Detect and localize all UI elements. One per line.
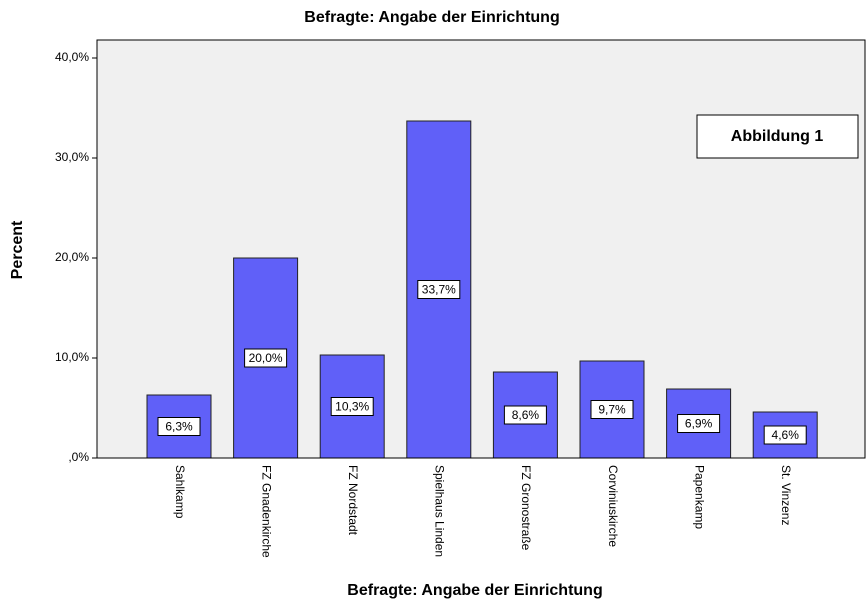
value-label: 9,7%	[598, 403, 626, 417]
value-label-box	[590, 400, 634, 419]
y-tick-label: 30,0%	[55, 150, 89, 164]
value-label: 8,6%	[512, 408, 540, 422]
x-tick-label: FZ Nordstadt	[346, 465, 360, 536]
x-tick-label: Corviniuskirche	[606, 465, 620, 547]
value-label: 4,6%	[772, 428, 800, 442]
y-tick-label: ,0%	[68, 450, 89, 464]
value-label: 33,7%	[422, 283, 456, 297]
x-tick-label: Spielhaus Linden	[433, 465, 447, 557]
y-tick-label: 20,0%	[55, 250, 89, 264]
value-label-box	[677, 414, 721, 433]
value-label-box	[503, 405, 547, 425]
value-label: 10,3%	[335, 400, 369, 414]
x-tick-label: Papenkamp	[692, 465, 706, 529]
plot-area	[96, 39, 866, 459]
x-tick-label: FZ Gnadenkirche	[259, 465, 273, 558]
annotation-box	[696, 114, 859, 159]
chart-title: Befragte: Angabe der Einrichtung	[304, 9, 559, 26]
value-label: 6,3%	[165, 420, 193, 434]
x-tick-label: FZ Gronostraße	[519, 465, 533, 551]
x-axis-title: Befragte: Angabe der Einrichtung	[347, 582, 602, 599]
value-label-box	[330, 397, 374, 416]
annotation: Abbildung 1	[731, 128, 824, 145]
x-tick-label: Sahlkamp	[173, 465, 187, 519]
value-label: 6,9%	[685, 417, 713, 431]
y-tick-label: 40,0%	[55, 50, 89, 64]
value-label-box	[417, 280, 461, 299]
y-axis-title: Percent	[9, 220, 26, 279]
value-label-box	[763, 425, 807, 445]
x-tick-label: St. Vinzenz	[779, 465, 793, 525]
value-label-box	[157, 417, 201, 436]
value-label-box	[244, 348, 288, 368]
y-tick-label: 10,0%	[55, 350, 89, 364]
value-label: 20,0%	[249, 351, 283, 365]
